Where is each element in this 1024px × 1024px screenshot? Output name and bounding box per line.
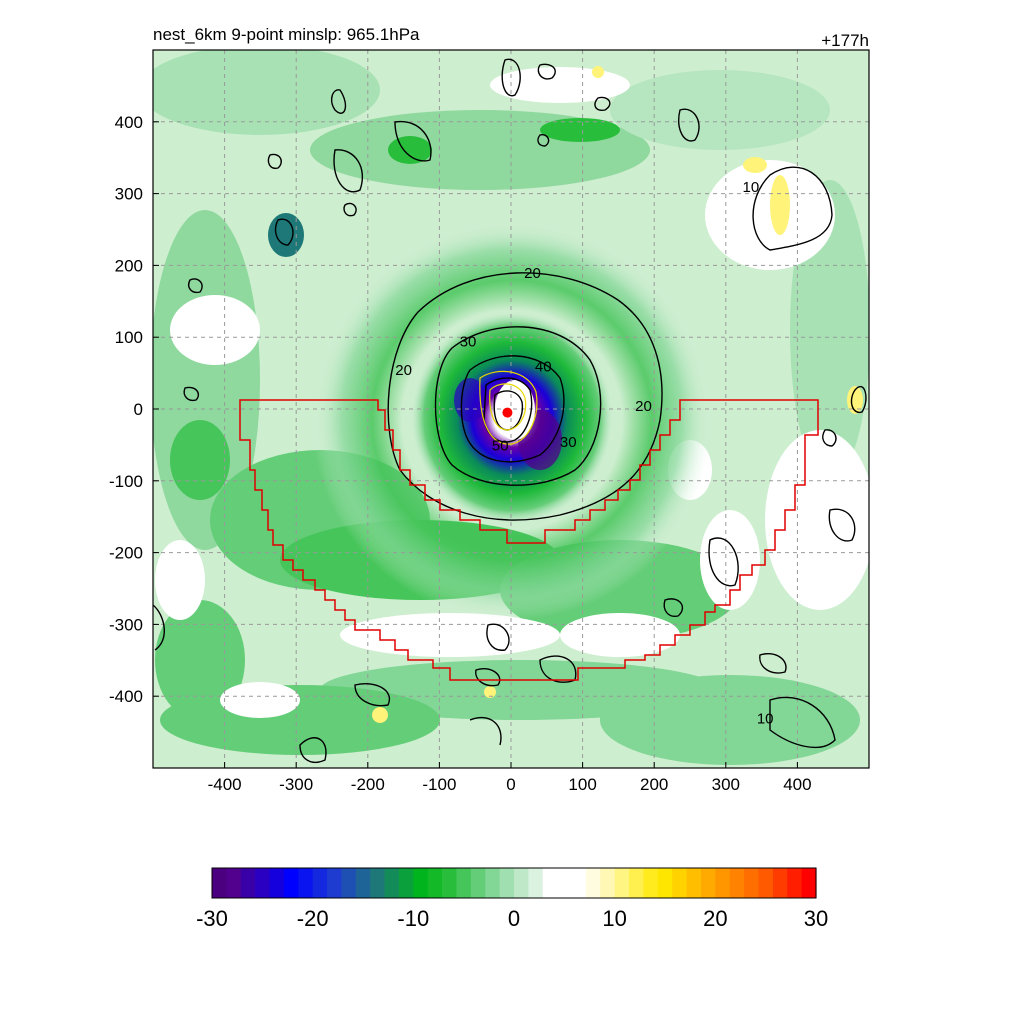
colorbar-tick-label: 0 [508, 906, 520, 931]
colorbar-swatch [528, 868, 544, 898]
colorbar-swatch [470, 868, 486, 898]
contour-label: 30 [460, 333, 477, 350]
colorbar-swatch [499, 868, 515, 898]
colorbar-swatch [571, 868, 587, 898]
x-tick-label: 400 [783, 775, 811, 794]
colorbar-swatch [255, 868, 271, 898]
colorbar-tick-label: 20 [703, 906, 727, 931]
colorbar-swatch [298, 868, 314, 898]
colorbar-swatch [629, 868, 645, 898]
colorbar-swatch [600, 868, 616, 898]
y-tick-label: 400 [115, 113, 143, 132]
colorbar-swatch [700, 868, 716, 898]
x-tick-label: -400 [208, 775, 242, 794]
y-tick-label: 0 [134, 400, 143, 419]
colorbar-swatch [442, 868, 458, 898]
y-tick-label: -300 [109, 615, 143, 634]
contour-label: 30 [560, 434, 577, 451]
colorbar-swatch [715, 868, 731, 898]
inner-contours [479, 370, 538, 445]
colorbar-tick-label: -30 [196, 906, 228, 931]
colorbar-swatch [240, 868, 256, 898]
colorbar-swatch [485, 868, 501, 898]
positive-patches [372, 66, 863, 723]
colorbar-tick-label: 30 [804, 906, 828, 931]
colorbar-swatch [413, 868, 429, 898]
contour-label: 10 [757, 710, 774, 727]
colorbar-swatch [212, 868, 227, 898]
colorbar-swatch [744, 868, 760, 898]
x-tick-label: 300 [712, 775, 740, 794]
contour-labels: 20 30 40 20 20 30 50 10 10 [395, 179, 774, 727]
colorbar-tick-label: 10 [602, 906, 626, 931]
forecast-hour: +177h [821, 31, 869, 50]
contour-label: 10 [743, 179, 760, 196]
y-axis: -400 -300 -200 -100 0 100 200 300 400 [109, 113, 159, 706]
contour-label: 20 [395, 362, 412, 379]
isotach-contours [153, 58, 867, 763]
colorbar-swatch [398, 868, 414, 898]
colorbar-swatch [427, 868, 443, 898]
colorbar-swatch [542, 868, 558, 898]
colorbar-swatch [312, 868, 328, 898]
colorbar-swatch [672, 868, 688, 898]
x-tick-label: 0 [506, 775, 515, 794]
contour-label: 40 [535, 359, 552, 376]
y-tick-label: 100 [115, 328, 143, 347]
colorbar-swatch [341, 868, 357, 898]
colorbar-swatch [384, 868, 400, 898]
colorbar-swatch [657, 868, 673, 898]
colorbar-swatch [729, 868, 745, 898]
colorbar-swatch [614, 868, 630, 898]
contour-label: 20 [635, 398, 652, 415]
colorbar-swatch [772, 868, 788, 898]
x-tick-label: -300 [279, 775, 313, 794]
colorbar-swatch [643, 868, 659, 898]
colorbar-swatch [758, 868, 774, 898]
x-tick-label: 100 [568, 775, 596, 794]
colorbar-swatch [370, 868, 386, 898]
x-tick-label: 200 [640, 775, 668, 794]
colorbar-swatch [585, 868, 601, 898]
colorbar-swatch [355, 868, 371, 898]
contour-label: 20 [524, 265, 541, 282]
colorbar-tick-label: -10 [397, 906, 429, 931]
x-tick-label: -200 [351, 775, 385, 794]
x-axis: -400 -300 -200 -100 0 100 200 300 400 [208, 762, 812, 794]
chart-title: nest_6km 9-point minslp: 965.1hPa [153, 25, 420, 44]
colorbar-frame [211, 867, 817, 899]
colorbar-swatch [269, 868, 285, 898]
colorbar-tick-label: -20 [297, 906, 329, 931]
colorbar-swatch [226, 868, 242, 898]
colorbar: -30 -20 -10 0 10 20 30 [196, 867, 828, 931]
mask-boundary [239, 399, 819, 681]
y-tick-label: 300 [115, 185, 143, 204]
colorbar-swatch [327, 868, 343, 898]
y-tick-label: -400 [109, 687, 143, 706]
contour-label: 50 [492, 437, 509, 454]
wind-field: 20 30 40 20 20 30 50 10 10 [153, 50, 869, 768]
colorbar-swatch [283, 868, 299, 898]
x-tick-label: -100 [422, 775, 456, 794]
colorbar-swatch [787, 868, 803, 898]
colorbar-swatch [801, 868, 817, 898]
colorbar-swatch [514, 868, 529, 898]
y-tick-label: 200 [115, 256, 143, 275]
colorbar-swatch [456, 868, 472, 898]
colorbar-swatch [557, 868, 573, 898]
y-tick-label: -100 [109, 472, 143, 491]
storm-center-marker [502, 407, 513, 418]
y-tick-label: -200 [109, 544, 143, 563]
colorbar-swatch [686, 868, 702, 898]
